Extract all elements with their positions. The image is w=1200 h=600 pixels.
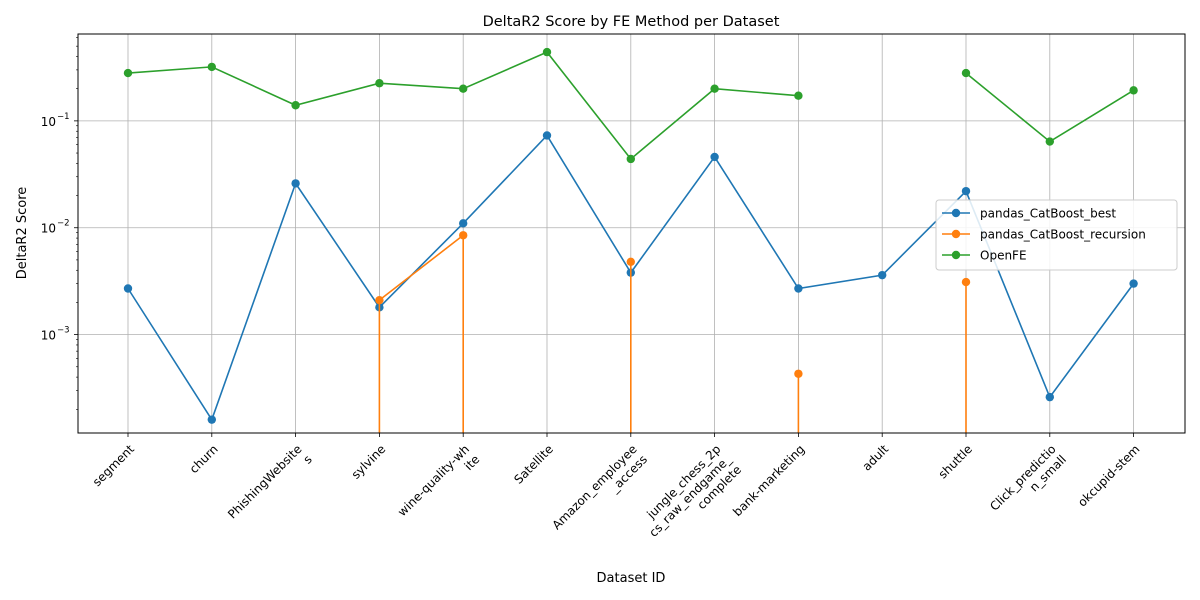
y-axis-label: DeltaR2 Score (15, 187, 30, 280)
x-tick-label-line: PhishingWebsite (225, 442, 305, 522)
x-tick-label-line: sylvine (349, 442, 389, 482)
data-point (626, 154, 635, 164)
series-layer (123, 47, 1138, 433)
legend-label: pandas_CatBoost_recursion (980, 228, 1146, 242)
data-point (375, 295, 384, 305)
data-point (710, 152, 719, 162)
legend: pandas_CatBoost_best pandas_CatBoost_recu… (935, 199, 1178, 271)
y-tick-exponent: −3 (57, 326, 70, 336)
data-point (291, 179, 300, 188)
x-tick-label: sylvine (349, 442, 389, 482)
x-tick-label-line: wine-quality-wh (395, 442, 472, 519)
data-point (961, 277, 971, 287)
y-tick-exponent: −1 (57, 112, 70, 122)
legend-label: OpenFE (980, 249, 1027, 263)
data-point (710, 84, 719, 93)
x-tick-label: okcupid-stem (1075, 442, 1142, 509)
x-tick-label-line: okcupid-stem (1075, 442, 1142, 509)
data-point (961, 186, 971, 196)
x-tick-label: adult (860, 442, 892, 474)
y-tick-label: 10 (41, 329, 56, 343)
data-point (626, 257, 635, 266)
x-tick-label-line: Amazon_employee (549, 442, 639, 532)
legend-item: OpenFE (942, 249, 1027, 263)
y-tick-label: 10 (41, 115, 56, 129)
x-tick-label: bank-marketing (730, 442, 807, 519)
legend-item: pandas_CatBoost_best (942, 207, 1116, 221)
data-point (459, 219, 468, 228)
x-tick-label-line: segment (90, 442, 137, 489)
x-tick-label-line: s (300, 452, 314, 466)
series-line (378, 234, 464, 301)
data-point (1129, 86, 1138, 95)
data-point (542, 47, 552, 57)
legend-marker (951, 208, 961, 218)
chart-title: DeltaR2 Score by FE Method per Dataset (483, 14, 780, 30)
legend-label: pandas_CatBoost_best (980, 207, 1116, 221)
legend-marker (951, 250, 961, 260)
legend-frame (935, 199, 1178, 271)
data-point (207, 415, 216, 424)
data-point (1129, 279, 1138, 288)
data-point (123, 68, 133, 78)
series-pandas_CatBoost_recursion (375, 231, 971, 433)
legend-marker (951, 229, 961, 239)
data-point (1045, 137, 1055, 146)
series-OpenFE (123, 47, 1138, 164)
y-tick-label: 10 (41, 222, 56, 236)
x-tick-label-line: shuttle (936, 442, 975, 481)
x-tick-label-line: bank-marketing (730, 442, 807, 519)
x-axis-label: Dataset ID (597, 571, 666, 586)
data-point (459, 231, 468, 240)
data-point (1045, 392, 1055, 402)
data-point (542, 131, 552, 140)
y-ticks: 10−310−210−1 (41, 37, 78, 410)
x-tick-label: segment (90, 442, 137, 489)
data-point (375, 79, 384, 88)
plot-frame (77, 33, 1186, 434)
x-tick-label-line: Satellite (511, 442, 556, 487)
data-point (207, 62, 216, 72)
data-point (794, 369, 803, 378)
x-tick-label-line: churn (187, 442, 221, 476)
x-tick-label: shuttle (936, 442, 975, 481)
x-tick-label-line: adult (860, 442, 892, 474)
x-tick-label: Satellite (511, 442, 556, 487)
data-point (459, 84, 468, 93)
data-point (961, 68, 971, 78)
data-point (794, 91, 803, 100)
x-tick-label: churn (187, 442, 221, 476)
legend-item: pandas_CatBoost_recursion (942, 228, 1146, 242)
x-tick-label: Amazon_employee_access (549, 442, 650, 532)
y-tick-exponent: −2 (57, 219, 70, 229)
data-point (291, 101, 300, 110)
data-point (794, 284, 803, 293)
data-point (878, 270, 887, 280)
data-point (123, 284, 133, 293)
